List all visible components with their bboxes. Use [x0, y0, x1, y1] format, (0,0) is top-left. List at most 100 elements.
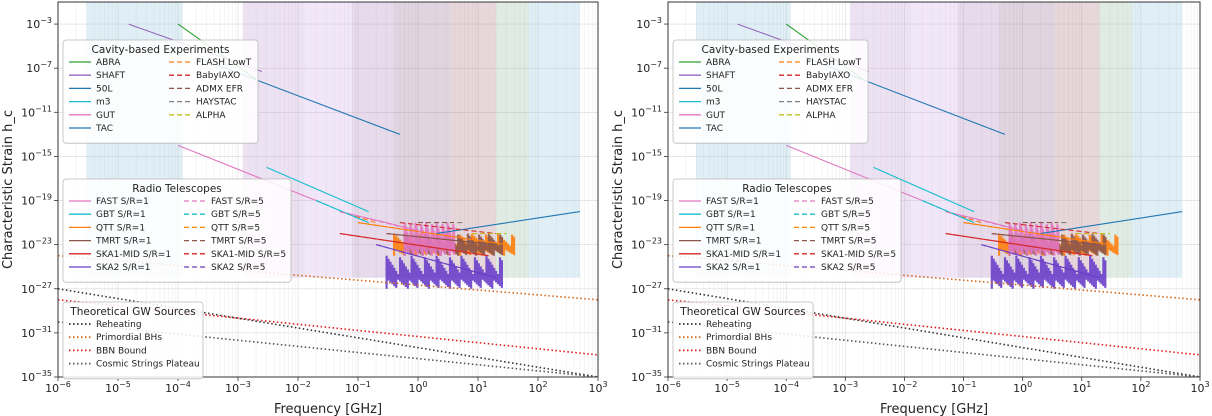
- legend-label-fast-s-r-5: FAST S/R=5: [211, 197, 264, 207]
- x-tick-label: 100: [408, 380, 427, 395]
- x-axis-label: Frequency [GHz]: [274, 402, 382, 416]
- line-m3: [873, 166, 975, 213]
- legend-label-bbn-bound: BBN Bound: [706, 346, 757, 356]
- plot-frame: [57, 1, 599, 378]
- legend-label-ska1-mid-s-r-1: SKA1-MID S/R=1: [96, 250, 171, 260]
- legend-box: [62, 178, 292, 283]
- legend-label-fast-s-r-1: FAST S/R=1: [706, 197, 759, 207]
- legend-label-ska2-s-r-5: SKA2 S/R=5: [821, 263, 875, 273]
- legend-label-cosmic-strings-plateau: Cosmic Strings Plateau: [706, 360, 810, 370]
- legend-box: [62, 39, 259, 144]
- legend-label-alpha: ALPHA: [806, 111, 836, 121]
- y-tick-label: 10−19: [631, 193, 662, 208]
- y-tick-label: 10−23: [21, 237, 52, 252]
- line-tmrt-s-r-5: [386, 233, 497, 246]
- x-tick-label: 103: [588, 380, 607, 395]
- legend-label-50l: 50L: [706, 84, 722, 94]
- legend-box: [672, 301, 814, 380]
- legend-label-gut: GUT: [96, 111, 116, 121]
- legend-label-tmrt-s-r-5: TMRT S/R=5: [210, 237, 267, 247]
- x-tick-label: 101: [1072, 380, 1091, 395]
- x-tick-label: 10−3: [832, 380, 858, 395]
- legend-label-tmrt-s-r-1: TMRT S/R=1: [95, 237, 152, 247]
- legend-label-reheating: Reheating: [706, 320, 752, 330]
- panel-right: 10−6 10−5 10−4 10−3 10−2 10−1 100 101 102 103 10−3…: [611, 1, 1210, 416]
- y-ticks: 10−3 10−7 10−11 10−15 10−19 10−23 10−27 10−31 10…: [631, 16, 668, 384]
- y-tick-label: 10−15: [21, 148, 52, 163]
- legend-label-m3: m3: [96, 98, 111, 108]
- legend-label-tmrt-s-r-5: TMRT S/R=5: [820, 237, 877, 247]
- legend-label-haystac: HAYSTAC: [806, 98, 847, 108]
- legend-title: Cavity-based Experiments: [91, 44, 229, 56]
- legend-label-gbt-s-r-1: GBT S/R=1: [96, 210, 146, 220]
- y-tick-label: 10−31: [21, 325, 52, 340]
- legend-box: [672, 178, 902, 283]
- y-tick-label: 10−11: [631, 104, 662, 119]
- legend-label-cosmic-strings-plateau: Cosmic Strings Plateau: [96, 360, 200, 370]
- legend-label-admx-efr: ADMX EFR: [196, 84, 243, 94]
- legend-label-tmrt-s-r-1: TMRT S/R=1: [705, 237, 762, 247]
- shaded-band-6: [450, 2, 497, 278]
- y-ticks: 10−3 10−7 10−11 10−15 10−19 10−23 10−27 10−31 10…: [21, 16, 58, 384]
- shaded-band-3: [911, 2, 958, 278]
- line-flash-lowt: [945, 211, 982, 224]
- y-tick-label: 10−19: [21, 193, 52, 208]
- legend-label-ska1-mid-s-r-5: SKA1-MID S/R=5: [211, 250, 286, 260]
- shaded-band-8: [1131, 2, 1183, 278]
- y-tick-label: 10−7: [26, 60, 52, 75]
- legend-label-gut: GUT: [706, 111, 726, 121]
- legend-label-haystac: HAYSTAC: [196, 98, 237, 108]
- x-tick-label: 10−1: [345, 380, 371, 395]
- legend-box: [672, 39, 869, 144]
- line-fast-s-r-5: [945, 211, 1034, 235]
- line-babyiaxo: [399, 222, 497, 235]
- plot-frame: [667, 1, 1201, 378]
- legend-radio-telescopes: Radio Telescopes FAST S/R=1 GBT S/R=1 QTT S…: [62, 178, 292, 283]
- legend-cavity-based-experiments: Cavity-based Experiments ABRA SHAFT 50L m3 GU…: [672, 39, 869, 144]
- x-tick-label: 10−6: [45, 380, 71, 395]
- x-tick-label: 10−4: [165, 380, 191, 395]
- line-reheating: [668, 288, 1200, 377]
- shaded-band-7: [496, 2, 529, 278]
- legend-label-alpha: ALPHA: [196, 111, 226, 121]
- line-ska1-mid-s-r-5: [945, 233, 1093, 257]
- legend-label-ska1-mid-s-r-1: SKA1-MID S/R=1: [706, 250, 781, 260]
- legend-label-tac: TAC: [705, 124, 723, 134]
- x-tick-label: 10−6: [655, 380, 681, 395]
- legend-label-gbt-s-r-5: GBT S/R=5: [821, 210, 871, 220]
- legend-label-shaft: SHAFT: [96, 71, 126, 81]
- legend-label-gbt-s-r-5: GBT S/R=5: [211, 210, 261, 220]
- legend-label-50l: 50L: [96, 84, 112, 94]
- legend-label-babyiaxo: BabyIAXO: [806, 71, 850, 81]
- x-tick-label: 101: [468, 380, 487, 395]
- y-tick-label: 10−3: [636, 16, 662, 31]
- x-tick-label: 102: [1131, 380, 1150, 395]
- line-qtt-s-r-5: [963, 222, 1111, 246]
- legend-label-admx-efr: ADMX EFR: [806, 84, 853, 94]
- x-ticks: 10−6 10−5 10−4 10−3 10−2 10−1 100 101 102 103: [655, 377, 1210, 395]
- line-qtt-s-r-5: [357, 222, 507, 246]
- y-tick-label: 10−23: [631, 237, 662, 252]
- shaded-band-8: [528, 2, 580, 278]
- line-gbt-s-r-5: [921, 199, 975, 224]
- line-fast-s-r-5: [339, 211, 429, 235]
- legend-label-babyiaxo: BabyIAXO: [196, 71, 240, 81]
- x-tick-label: 10−1: [951, 380, 977, 395]
- line-ska2-s-r-5: [981, 244, 1100, 279]
- line-bbn-bound: [58, 299, 598, 356]
- legend-title: Theoretical GW Sources: [679, 306, 805, 318]
- x-axis-label: Frequency [GHz]: [880, 402, 988, 416]
- legend-theoretical-gw-sources: Theoretical GW Sources Reheating Primordia…: [672, 301, 814, 380]
- legend-label-primordial-bhs: Primordial BHs: [96, 333, 162, 343]
- legend-label-ska2-s-r-1: SKA2 S/R=1: [706, 263, 760, 273]
- legend-title: Cavity-based Experiments: [701, 44, 839, 56]
- shaded-band-6: [1054, 2, 1100, 278]
- legend-label-abra: ABRA: [706, 58, 731, 68]
- legend-label-shaft: SHAFT: [706, 71, 736, 81]
- legend-label-flash-lowt: FLASH LowT: [806, 58, 862, 68]
- x-ticks: 10−6 10−5 10−4 10−3 10−2 10−1 100 101 102 103: [45, 377, 608, 395]
- x-tick-label: 103: [1190, 380, 1209, 395]
- y-tick-label: 10−7: [636, 60, 662, 75]
- y-tick-label: 10−31: [631, 325, 662, 340]
- legend-label-primordial-bhs: Primordial BHs: [706, 333, 772, 343]
